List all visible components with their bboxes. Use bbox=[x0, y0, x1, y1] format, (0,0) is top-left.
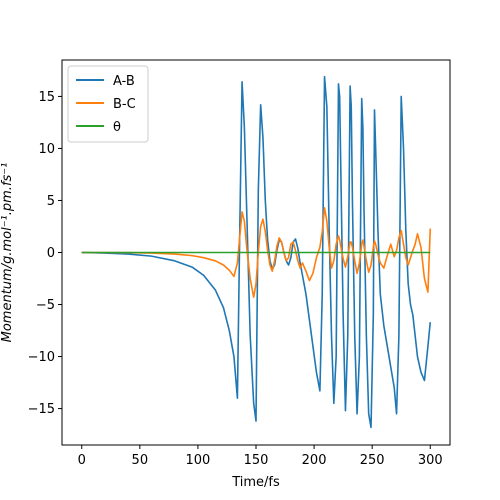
axes-layer: 0 50 100 150 200 250 300 −15 −10 −5 0 5 10 15 bbox=[28, 59, 451, 468]
y-tick-label: 0 bbox=[47, 246, 55, 261]
x-tick-label: 150 bbox=[244, 453, 269, 468]
x-tick-label: 250 bbox=[360, 453, 385, 468]
y-tick-label: 5 bbox=[47, 194, 55, 209]
y-tick-label: −15 bbox=[28, 402, 55, 417]
x-axis-label: Time/fs bbox=[231, 475, 280, 490]
legend-label-2: θ bbox=[113, 120, 121, 135]
y-tick-label: −10 bbox=[28, 350, 55, 365]
x-tick-label: 0 bbox=[78, 453, 86, 468]
y-axis-label: Momentum/g.mol⁻¹.pm.fs⁻¹ bbox=[0, 163, 15, 343]
y-tick-label: −5 bbox=[36, 298, 55, 313]
legend-box bbox=[67, 65, 149, 143]
series-line-0 bbox=[81, 75, 432, 429]
y-tick-label: 10 bbox=[38, 142, 55, 157]
x-tick-label: 50 bbox=[132, 453, 149, 468]
legend-label-1: B-C bbox=[113, 97, 136, 112]
legend: A-B B-C θ bbox=[67, 65, 149, 143]
legend-label-0: A-B bbox=[113, 74, 135, 89]
x-tick-label: 300 bbox=[418, 453, 443, 468]
x-tick-label: 100 bbox=[186, 453, 211, 468]
y-tick-label: 15 bbox=[38, 90, 55, 105]
series-layer bbox=[81, 75, 432, 429]
x-tick-label: 200 bbox=[302, 453, 327, 468]
